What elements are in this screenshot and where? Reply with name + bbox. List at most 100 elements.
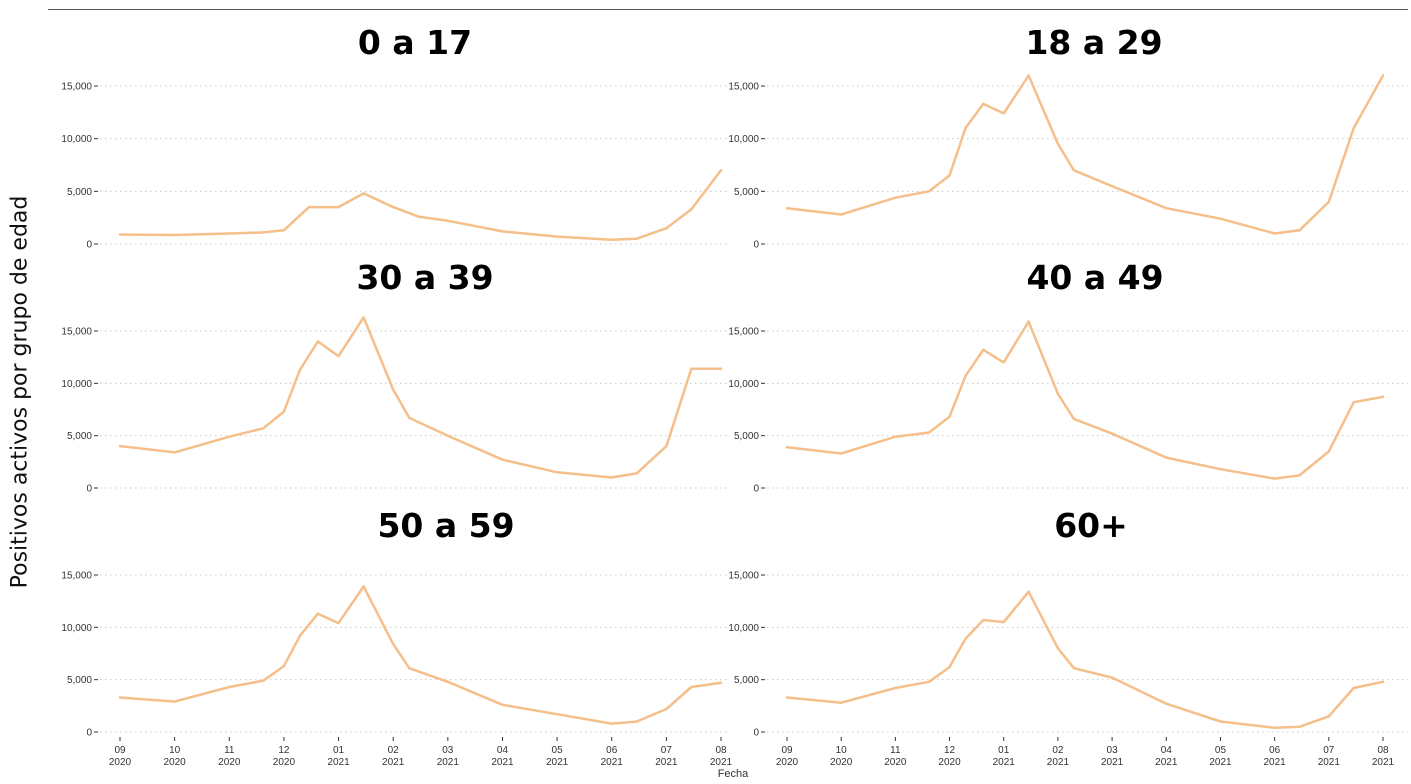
y-tick-label-5-2: 10,000 (728, 623, 759, 634)
data-point-0-5 (307, 205, 311, 209)
data-point-1-12 (1165, 207, 1168, 210)
data-point-1-2 (894, 196, 897, 199)
x-tick-month-5-6: 03 (1107, 745, 1119, 756)
x-tick-year-4-0: 2020 (109, 757, 132, 768)
x-tick-year-4-6: 2021 (437, 757, 460, 768)
data-point-3-10 (1072, 417, 1076, 421)
data-point-1-14 (1273, 232, 1276, 235)
x-tick-year-5-0: 2020 (776, 757, 799, 768)
data-point-4-7 (337, 621, 340, 625)
data-point-2-14 (610, 476, 613, 479)
data-point-4-1 (173, 700, 176, 703)
data-point-0-17 (719, 169, 723, 172)
data-point-0-13 (610, 238, 613, 241)
y-tick-label-4-0: 0 (86, 728, 92, 739)
data-point-4-2 (228, 685, 231, 689)
x-tick-month-5-1: 10 (836, 745, 848, 756)
x-tick-month-5-8: 05 (1215, 745, 1227, 756)
data-point-5-2 (894, 686, 897, 690)
data-point-2-0 (118, 444, 122, 448)
data-point-2-2 (228, 435, 231, 438)
data-point-0-14 (635, 237, 638, 240)
x-axis-title: Fecha (717, 768, 749, 780)
x-tick-month-4-9: 06 (606, 745, 618, 756)
data-point-3-18 (1381, 395, 1385, 399)
data-point-1-13 (1219, 217, 1222, 220)
data-point-2-7 (337, 354, 340, 358)
data-point-1-15 (1298, 229, 1301, 232)
data-point-1-17 (1352, 126, 1355, 130)
y-tick-label-1-3: 15,000 (728, 82, 759, 93)
data-point-0-16 (690, 208, 693, 211)
y-tick-label-3-2: 10,000 (728, 379, 759, 390)
data-point-3-17 (1352, 401, 1355, 404)
data-point-0-10 (446, 219, 449, 222)
data-point-5-15 (1298, 725, 1301, 728)
y-tick-label-5-3: 15,000 (728, 571, 759, 582)
x-tick-year-5-5: 2021 (1047, 757, 1070, 768)
y-tick-label-5-1: 5,000 (734, 675, 759, 686)
x-tick-month-4-2: 11 (224, 745, 235, 756)
x-tick-year-5-8: 2021 (1209, 757, 1232, 768)
x-tick-year-5-2: 2020 (884, 757, 907, 768)
data-point-4-11 (446, 680, 449, 683)
data-point-2-18 (719, 367, 723, 370)
data-point-4-0 (118, 696, 122, 699)
x-tick-month-4-5: 02 (388, 745, 400, 756)
x-tick-year-4-7: 2021 (491, 757, 514, 768)
x-tick-month-5-2: 11 (890, 745, 901, 756)
x-tick-year-4-8: 2021 (546, 757, 569, 768)
data-point-3-5 (964, 374, 967, 378)
data-point-4-8 (362, 585, 365, 588)
data-point-3-7 (1002, 361, 1005, 364)
y-tick-label-0-1: 5,000 (67, 187, 92, 198)
data-point-5-13 (1219, 720, 1222, 723)
data-point-2-13 (555, 471, 559, 474)
data-point-0-0 (118, 233, 122, 236)
series-line-2 (118, 316, 723, 479)
y-tick-label-4-1: 5,000 (67, 675, 92, 686)
data-point-4-3 (262, 679, 265, 682)
data-point-4-6 (316, 612, 320, 615)
data-point-3-0 (785, 446, 789, 449)
data-point-4-13 (555, 713, 559, 716)
data-point-1-3 (927, 190, 931, 193)
x-tick-year-4-1: 2020 (164, 757, 187, 768)
data-point-5-1 (840, 701, 843, 704)
data-point-4-4 (282, 664, 286, 668)
panel-title-0: 0 a 17 (358, 23, 472, 62)
x-tick-month-4-4: 01 (333, 745, 345, 756)
data-point-5-0 (785, 696, 789, 699)
data-point-0-9 (417, 215, 420, 218)
data-point-5-5 (964, 637, 967, 640)
data-point-1-4 (948, 174, 951, 177)
x-tick-year-5-6: 2021 (1101, 757, 1124, 768)
data-point-1-11 (1110, 184, 1114, 188)
data-point-3-14 (1273, 477, 1276, 480)
x-tick-year-4-3: 2020 (273, 757, 296, 768)
data-point-4-18 (719, 681, 723, 684)
x-tick-month-5-10: 07 (1323, 745, 1335, 756)
x-tick-year-5-3: 2020 (938, 757, 961, 768)
data-point-2-4 (282, 410, 286, 413)
x-tick-month-4-6: 03 (442, 745, 454, 756)
series-line-1 (785, 74, 1385, 235)
data-point-3-12 (1165, 456, 1168, 459)
y-tick-label-2-1: 5,000 (67, 431, 92, 442)
x-tick-month-5-0: 09 (781, 745, 793, 756)
data-point-1-6 (982, 102, 985, 106)
x-tick-year-5-10: 2021 (1318, 757, 1341, 768)
series-line-3 (785, 320, 1385, 480)
data-point-5-3 (927, 680, 931, 683)
data-point-5-9 (1056, 647, 1060, 650)
data-point-0-11 (501, 230, 504, 233)
panel-title-5: 60+ (1054, 506, 1128, 545)
x-tick-year-5-4: 2021 (993, 757, 1016, 768)
data-point-3-16 (1327, 450, 1331, 453)
data-point-0-15 (665, 227, 668, 230)
data-point-4-9 (392, 642, 395, 646)
data-point-1-9 (1056, 142, 1060, 146)
data-point-5-10 (1072, 667, 1076, 670)
data-point-1-8 (1027, 74, 1030, 77)
